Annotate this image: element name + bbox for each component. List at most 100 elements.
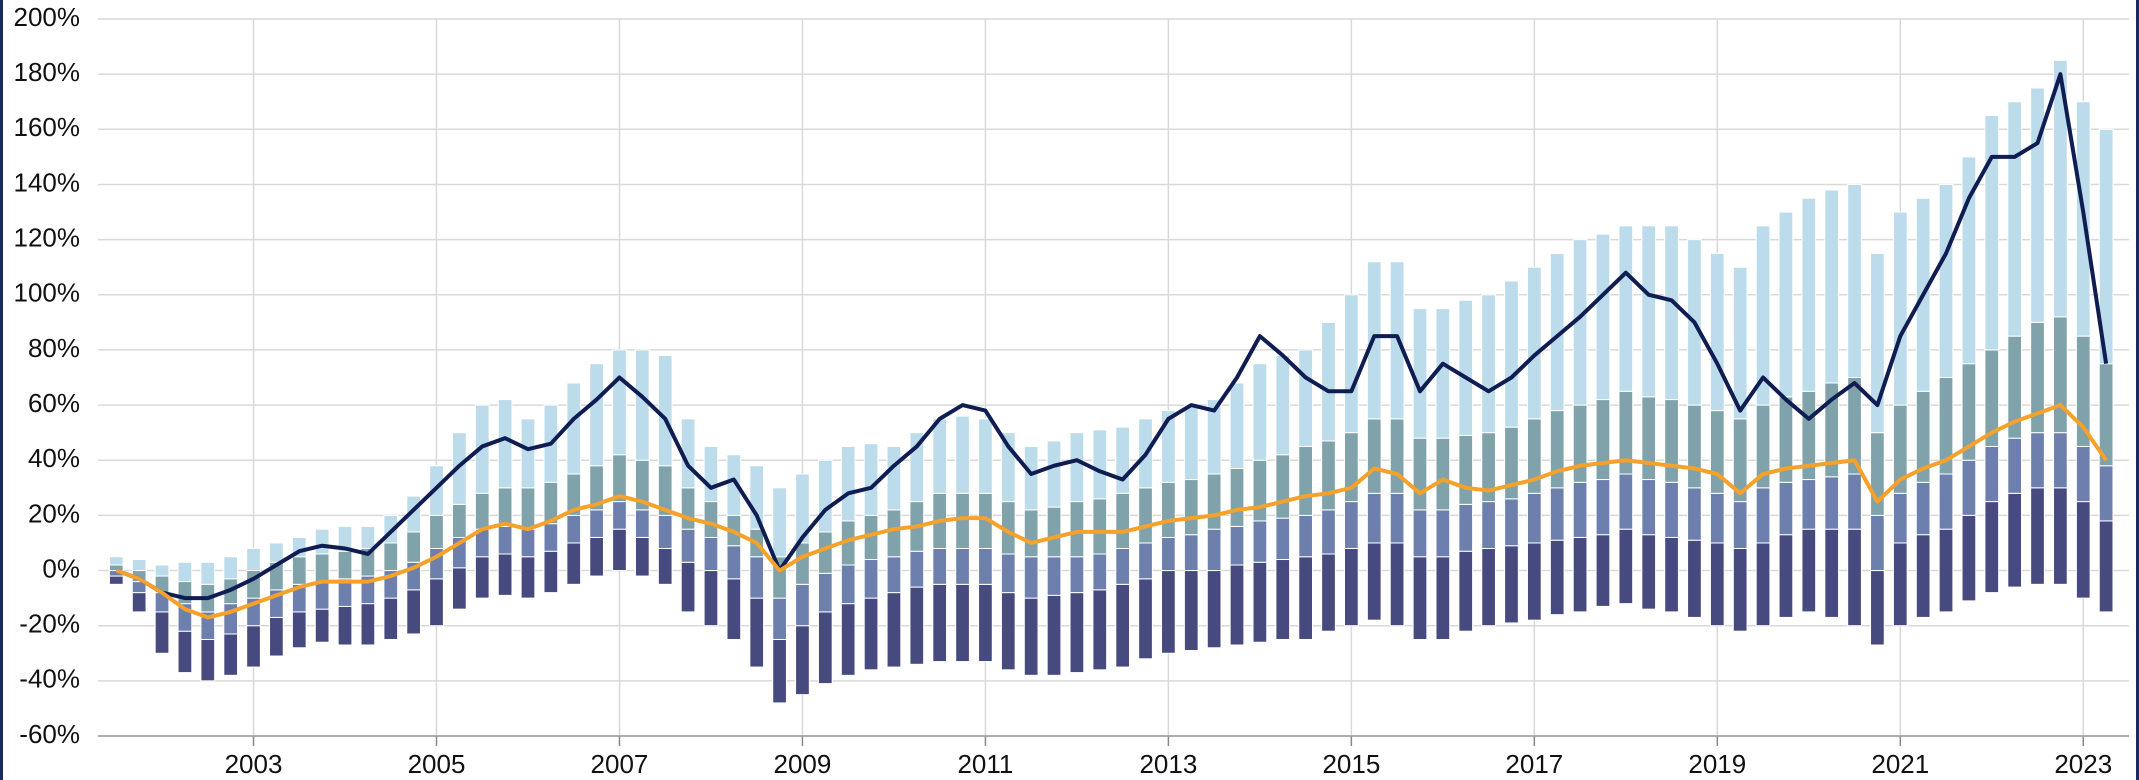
range-segment <box>772 597 787 640</box>
range-segment <box>1321 440 1336 511</box>
range-segment <box>1595 399 1611 481</box>
range-segment <box>795 473 810 544</box>
range-segment <box>1161 570 1176 654</box>
range-segment <box>497 553 513 596</box>
range-segment <box>1755 542 1771 627</box>
range-segment <box>795 625 810 696</box>
range-segment <box>383 597 399 640</box>
range-segment <box>497 525 513 555</box>
range-segment <box>406 531 421 563</box>
y-tick-label: 20% <box>28 498 80 528</box>
range-segment <box>1412 437 1428 511</box>
range-segment <box>1275 559 1291 640</box>
range-segment <box>520 418 536 489</box>
range-segment <box>1938 473 1954 530</box>
range-segment <box>1092 589 1108 671</box>
range-segment <box>154 611 170 654</box>
x-tick-label: 2009 <box>774 749 832 779</box>
range-segment <box>932 583 948 663</box>
range-segment <box>634 349 650 461</box>
range-segment <box>1549 410 1565 489</box>
range-segment <box>1892 542 1908 627</box>
range-segment <box>657 514 673 549</box>
range-segment <box>1229 382 1245 470</box>
range-segment <box>1618 225 1634 392</box>
range-segment <box>566 514 582 544</box>
range-segment <box>1961 459 1977 516</box>
range-segment <box>520 487 536 530</box>
range-segment <box>886 445 902 511</box>
range-segment <box>1709 542 1725 627</box>
range-segment <box>1915 534 1931 618</box>
range-segment <box>817 572 833 613</box>
range-segment <box>612 528 627 572</box>
range-segment <box>1984 501 2000 594</box>
range-segment <box>1709 252 1725 412</box>
x-tick-label: 2023 <box>2054 749 2112 779</box>
range-segment <box>474 556 490 599</box>
range-segment <box>1229 525 1245 566</box>
range-segment <box>2030 487 2045 585</box>
range-segment <box>2053 316 2068 434</box>
range-segment <box>314 553 330 583</box>
range-segment <box>955 492 970 549</box>
range-segment <box>1344 501 1359 549</box>
range-segment <box>1687 539 1702 618</box>
range-segment <box>108 575 124 585</box>
range-segment <box>1435 437 1451 511</box>
range-segment <box>1023 445 1039 511</box>
range-segment <box>1778 211 1794 398</box>
range-segment <box>1092 553 1108 591</box>
range-segment <box>1526 266 1542 420</box>
range-segment <box>1824 189 1840 384</box>
x-tick-label: 2005 <box>408 749 466 779</box>
range-segment <box>200 638 216 682</box>
range-segment <box>978 547 993 585</box>
range-segment <box>1641 225 1657 398</box>
range-segment <box>1961 514 1977 602</box>
range-segment <box>1161 536 1176 572</box>
range-segment <box>909 550 925 588</box>
range-segment <box>1023 509 1039 558</box>
range-segment <box>1870 570 1885 646</box>
range-segment <box>2098 520 2114 613</box>
line-series <box>115 403 2108 620</box>
range-segment <box>1252 520 1268 563</box>
range-segment <box>1664 481 1679 538</box>
range-segment <box>520 556 536 599</box>
y-tick-label: 120% <box>14 222 81 252</box>
range-segment <box>1389 418 1405 494</box>
range-segment <box>1344 547 1359 627</box>
range-segment <box>1458 299 1474 436</box>
range-segment <box>1618 473 1634 530</box>
range-segment <box>886 509 902 558</box>
range-segment <box>1412 509 1428 558</box>
range-segment <box>1275 454 1291 519</box>
range-segment <box>2007 101 2023 337</box>
range-segment <box>1412 308 1428 439</box>
range-segment <box>1732 501 1748 549</box>
range-segment <box>1435 556 1451 640</box>
range-segment <box>1481 547 1496 627</box>
range-segment <box>1252 561 1268 643</box>
range-segment <box>429 578 444 627</box>
range-segment <box>1298 349 1313 447</box>
range-segment <box>2053 432 2068 489</box>
range-segment <box>1709 410 1725 494</box>
range-segment <box>566 542 582 585</box>
range-segment <box>1801 197 1817 392</box>
range-segment <box>932 418 948 494</box>
range-segment <box>1069 501 1085 558</box>
range-segment <box>772 638 787 704</box>
range-segment <box>1984 115 2000 351</box>
range-segment <box>1206 570 1222 649</box>
range-segment <box>1092 498 1108 555</box>
range-segment <box>177 630 193 674</box>
range-segment <box>1321 509 1336 555</box>
range-segment <box>1595 233 1611 401</box>
range-segment <box>863 597 879 671</box>
range-segment <box>1183 534 1199 572</box>
range-segment <box>1046 506 1062 558</box>
range-segment <box>1526 542 1542 621</box>
